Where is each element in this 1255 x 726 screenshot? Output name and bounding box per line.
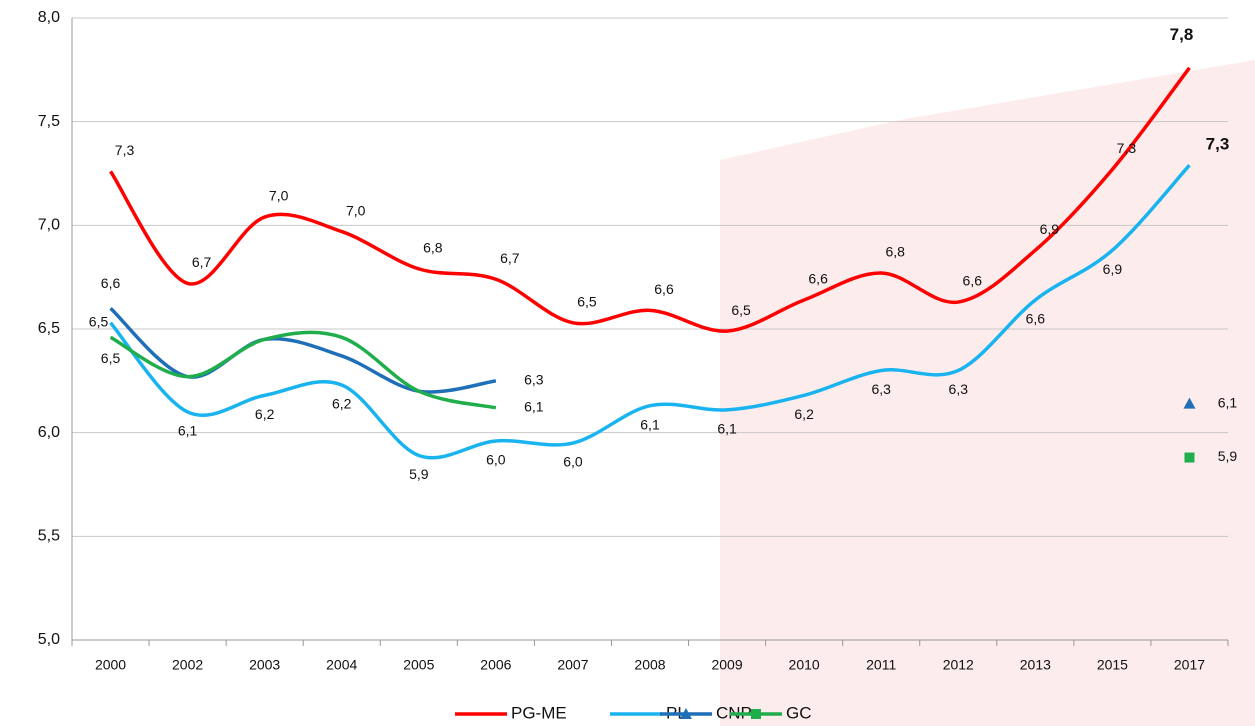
data-label: 6,9 — [1103, 261, 1123, 277]
data-label: 6,7 — [500, 250, 520, 266]
point-marker — [1184, 452, 1195, 463]
series-line — [109, 330, 497, 410]
data-label: 6,1 — [524, 398, 544, 414]
data-label: 6,0 — [486, 452, 506, 468]
legend-marker — [751, 709, 761, 719]
x-tick-label: 2015 — [1097, 657, 1128, 673]
x-tick-label: 2004 — [326, 657, 357, 673]
data-label: 7,0 — [346, 202, 366, 218]
data-label: 6,6 — [808, 271, 828, 287]
data-label: 6,6 — [654, 281, 674, 297]
y-tick-label: 7,5 — [38, 113, 60, 130]
data-label: 6,2 — [794, 406, 814, 422]
watermark — [720, 60, 1255, 726]
point-marker — [1183, 397, 1196, 409]
data-label: 6,5 — [577, 293, 597, 309]
y-tick-label: 8,0 — [38, 9, 60, 26]
y-tick-label: 6,0 — [38, 424, 60, 441]
data-label: 6,8 — [423, 240, 443, 256]
data-label: 7,8 — [1170, 25, 1194, 44]
data-label: 6,1 — [1218, 394, 1238, 410]
data-label: 6,3 — [949, 381, 969, 397]
x-tick-label: 2002 — [172, 657, 203, 673]
y-tick-label: 6,5 — [38, 320, 60, 337]
y-tick-label: 5,5 — [38, 528, 60, 545]
data-label: 5,9 — [1218, 448, 1238, 464]
legend-label: GC — [786, 703, 812, 722]
y-tick-label: 5,0 — [38, 631, 60, 648]
data-label: 6,5 — [101, 350, 121, 366]
data-label: 6,1 — [640, 416, 660, 432]
x-tick-label: 2008 — [634, 657, 665, 673]
data-label: 7,3 — [1206, 135, 1230, 154]
x-tick-label: 2017 — [1174, 657, 1205, 673]
x-tick-label: 2007 — [557, 657, 588, 673]
legend-label: PG-ME — [511, 703, 567, 722]
data-label: 7,3 — [115, 142, 135, 158]
x-tick-label: 2006 — [480, 657, 511, 673]
data-label: 6,6 — [963, 273, 983, 289]
data-label: 6,9 — [1040, 221, 1060, 237]
data-label: 5,9 — [409, 466, 429, 482]
data-label: 6,2 — [255, 406, 275, 422]
data-label: 6,3 — [871, 381, 891, 397]
x-tick-label: 2011 — [866, 657, 896, 673]
data-label: 6,1 — [717, 421, 737, 437]
y-tick-label: 7,0 — [38, 217, 60, 234]
x-tick-label: 2009 — [711, 657, 742, 673]
x-tick-label: 2000 — [95, 657, 126, 673]
data-label: 6,5 — [89, 313, 109, 329]
x-tick-label: 2003 — [249, 657, 280, 673]
data-label: 6,3 — [524, 372, 544, 388]
data-label: 7,3 — [1117, 140, 1137, 156]
data-label: 6,6 — [101, 275, 121, 291]
data-label: 6,8 — [885, 244, 905, 260]
series-line — [109, 66, 1191, 333]
data-label: 6,1 — [178, 423, 198, 439]
data-label: 6,2 — [332, 396, 352, 412]
x-tick-label: 2005 — [403, 657, 434, 673]
x-tick-label: 2010 — [789, 657, 820, 673]
data-label: 7,0 — [269, 188, 289, 204]
legend-marker — [680, 708, 692, 719]
data-label: 6,5 — [731, 302, 751, 318]
x-tick-label: 2013 — [1020, 657, 1051, 673]
x-tick-label: 2012 — [943, 657, 974, 673]
data-label: 6,0 — [563, 454, 583, 470]
data-label: 6,7 — [192, 254, 212, 270]
data-label: 6,6 — [1026, 311, 1046, 327]
series-line — [109, 164, 1191, 460]
